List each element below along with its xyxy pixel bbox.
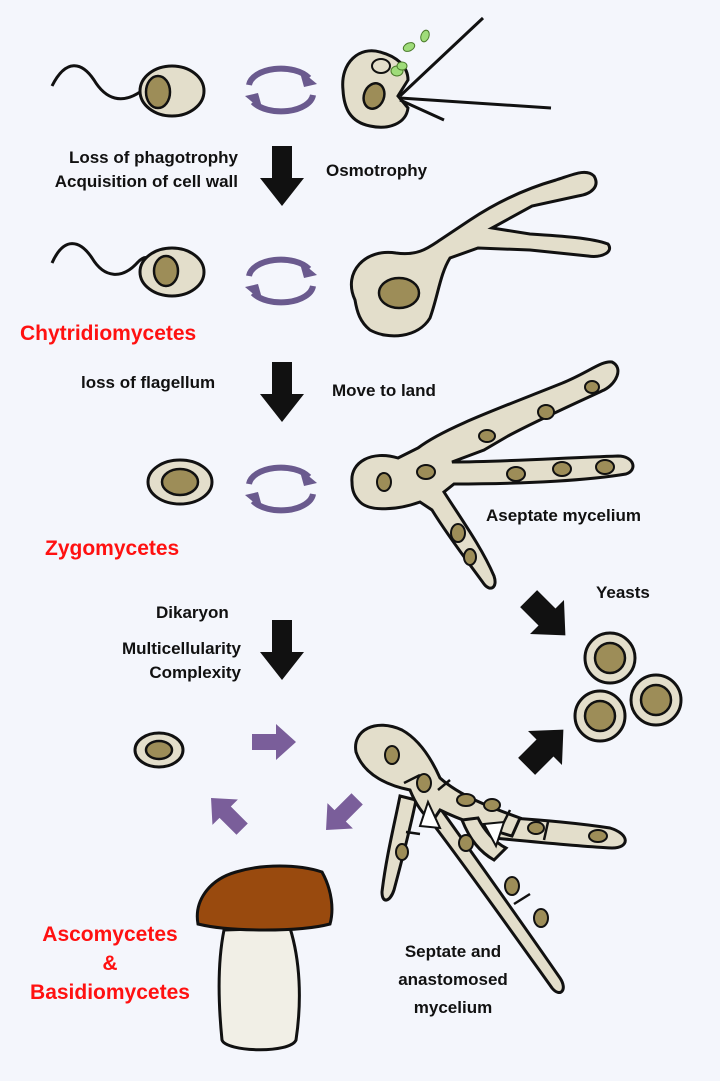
evolution-arrow-1 (260, 146, 304, 206)
arrow-to-yeasts-top (520, 590, 566, 636)
transition-label-3: Multicellularity Complexity (70, 637, 241, 685)
aseptate-mycelium-label: Aseptate mycelium (486, 506, 641, 525)
acquisition-of-cell-wall-label: Acquisition of cell wall (54, 172, 238, 191)
phagotroph-cell (341, 16, 552, 129)
septate-and-label: Septate and (404, 942, 502, 961)
dikaryon-label: Dikaryon (156, 603, 229, 622)
anastomosed-label: anastomosed (398, 970, 508, 989)
basidiomycetes-label: Basidiomycetes (30, 981, 190, 1004)
life-cycle-icon-3 (245, 468, 317, 511)
flagellate-cell-2 (50, 242, 206, 298)
life-cycle-icon-2 (245, 260, 317, 303)
septate-mycelium-label: Septate and anastomosed mycelium (368, 938, 538, 1022)
evolution-arrow-3 (260, 620, 304, 680)
loss-of-phagotrophy-label: Loss of phagotrophy (68, 148, 238, 167)
flagellate-cell-1 (50, 64, 206, 118)
dikaryotic-spore (133, 731, 185, 769)
mycelium-label: mycelium (413, 998, 493, 1017)
zygomycetes-label: Zygomycetes (45, 537, 180, 560)
chytridiomycetes-label: Chytridiomycetes (20, 322, 197, 345)
loss-of-flagellum-label: loss of flagellum (81, 373, 216, 392)
life-cycle-icon-1 (245, 69, 317, 112)
move-to-land-label: Move to land (332, 381, 436, 400)
ampersand-label: & (102, 952, 118, 975)
chytrid-thallus (349, 170, 611, 338)
purple-arrow-spore-to-mycelium (252, 724, 296, 760)
osmotrophy-label: Osmotrophy (326, 161, 428, 180)
purple-arrow-mushroom-to-spore (211, 798, 248, 835)
purple-arrow-mycelium-to-mushroom (326, 793, 363, 830)
evolution-arrow-2 (260, 362, 304, 422)
complexity-label: Complexity (149, 663, 241, 682)
ascomycetes-label: Ascomycetes (42, 923, 178, 946)
transition-label-1: Loss of phagotrophy Acquisition of cell … (30, 146, 238, 194)
septate-mycelium (354, 723, 627, 994)
aseptate-mycelium (350, 360, 635, 590)
arrow-to-yeasts-bottom (518, 729, 564, 775)
zygomycete-spore (146, 458, 214, 506)
mushroom-fruiting-body (195, 864, 334, 1052)
multicellularity-label: Multicellularity (121, 639, 241, 658)
asco-basidio-label: Ascomycetes & Basidiomycetes (10, 920, 210, 1007)
yeast-cells (573, 631, 683, 743)
yeasts-label: Yeasts (596, 583, 650, 602)
